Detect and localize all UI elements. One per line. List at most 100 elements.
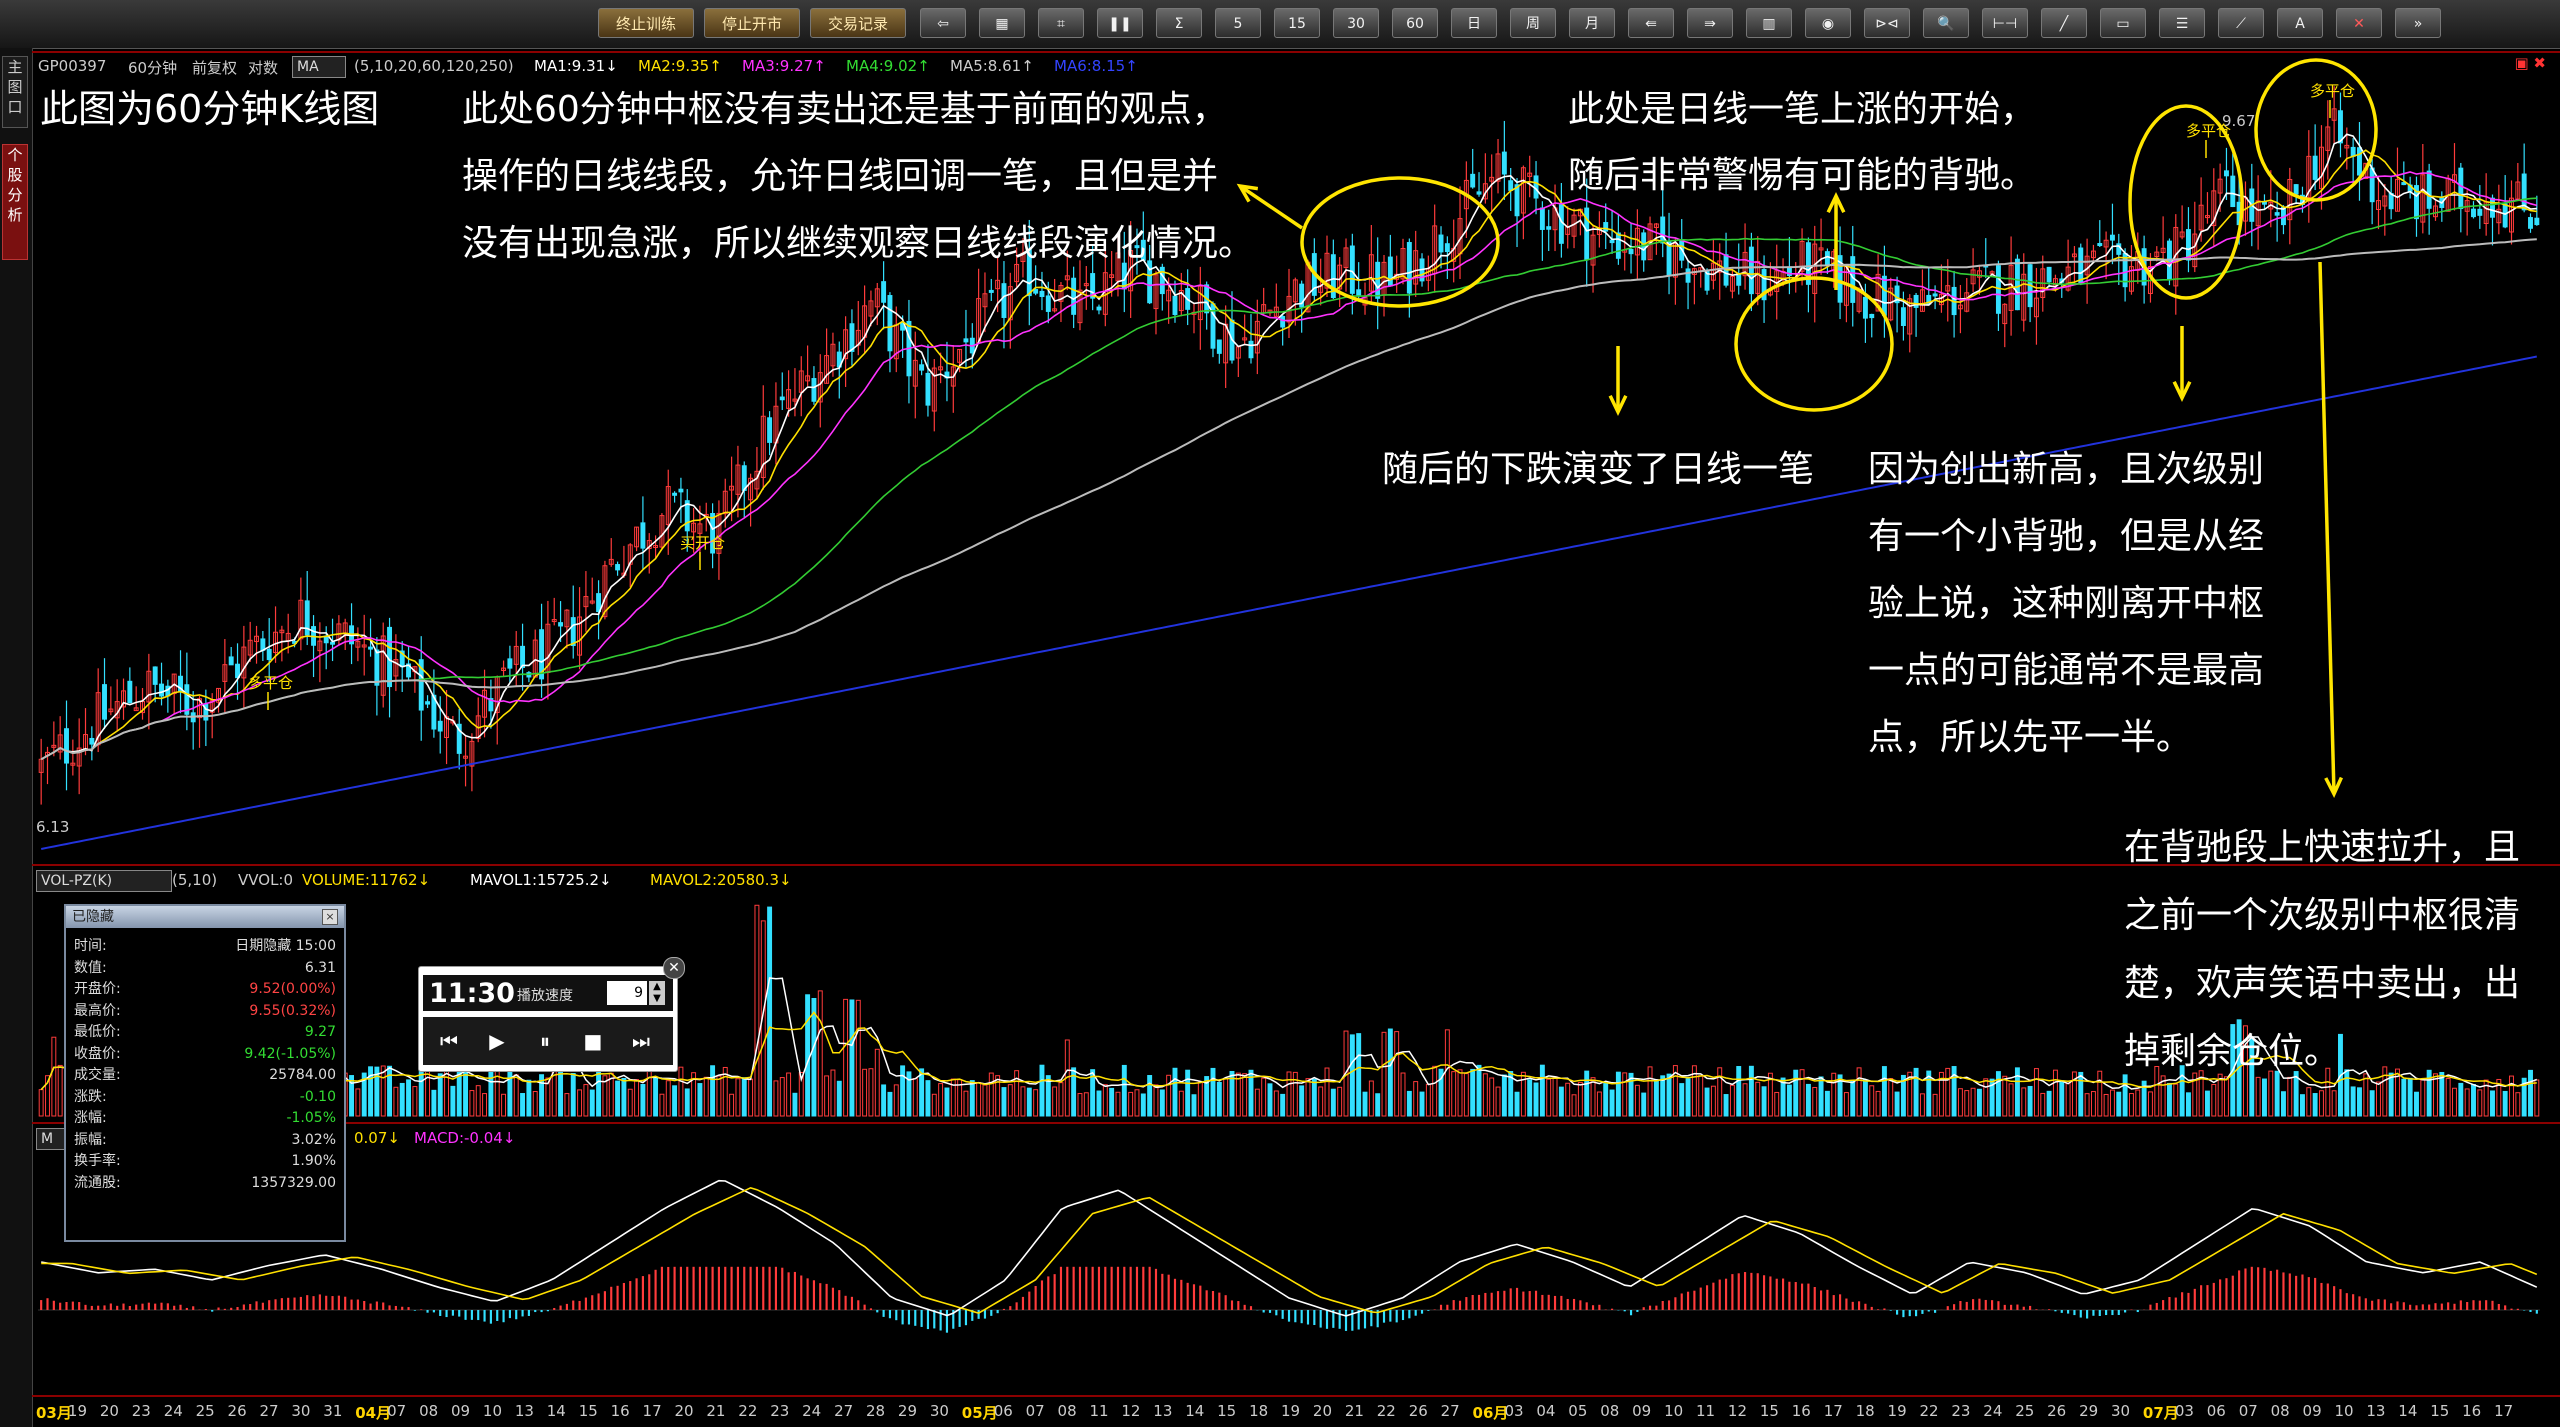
volume-bar (1698, 1075, 1704, 1117)
macd-value-1: 0.07↓ (354, 1129, 400, 1147)
volume-bar (2502, 1090, 2508, 1117)
candle-body (1064, 275, 1070, 281)
candle-body (1729, 275, 1735, 292)
candle-body (729, 485, 735, 491)
data-window-value: 9.55(0.32%) (249, 1002, 336, 1019)
pause-icon[interactable]: ⏸ (540, 1029, 550, 1053)
volume-bar (1216, 1081, 1222, 1117)
candle-body (1083, 283, 1089, 287)
indicator-select[interactable]: MA (292, 56, 346, 78)
bar-style-icon[interactable]: ▥ (1746, 8, 1792, 38)
volume-bar (1812, 1086, 1818, 1117)
macd-indicator-select[interactable]: M (36, 1128, 66, 1150)
skip-forward-icon[interactable]: ⏭ (632, 1029, 650, 1053)
candle-body (1368, 254, 1374, 292)
data-window-key: 开盘价: (74, 981, 121, 997)
volume-bar (2160, 1075, 2166, 1117)
volume-bar (1565, 1082, 1571, 1117)
candle-body (1508, 180, 1514, 191)
data-window-close-icon[interactable]: × (322, 909, 338, 925)
volume-bar (1729, 1084, 1735, 1117)
volume-bar (2078, 1071, 2084, 1117)
volume-bar (1026, 1087, 1032, 1117)
candle-body (995, 279, 1001, 290)
candle-body (2388, 192, 2394, 210)
candle-body (1444, 243, 1450, 253)
more-icon[interactable]: » (2395, 8, 2441, 38)
line-tool-icon[interactable]: ╱ (2041, 8, 2087, 38)
volume-bar (1571, 1094, 1577, 1117)
candle-body (2452, 174, 2457, 183)
volume-bar (1140, 1093, 1146, 1117)
eye-icon[interactable]: ◉ (1805, 8, 1851, 38)
play-icon[interactable]: ▶ (489, 1029, 505, 1053)
volume-bar (1109, 1087, 1115, 1117)
data-window[interactable]: 已隐藏 × 时间: 日期隐藏 15:00 数值: 6.31 开盘价: 9.52(0.00%… (64, 904, 346, 1242)
ma-value-5: MA5:8.61↑ (950, 57, 1034, 75)
player-close-icon[interactable]: ✕ (663, 957, 685, 979)
right-shift-icon[interactable]: ⇛ (1687, 8, 1733, 38)
volume-bar (1153, 1084, 1159, 1117)
speed-input[interactable]: 9 (607, 981, 647, 1005)
stop-icon[interactable]: ■ (583, 1029, 603, 1053)
candle-body (1812, 243, 1818, 294)
text-tool-icon[interactable]: A (2277, 8, 2323, 38)
skip-back-icon[interactable]: ⏮ (440, 1029, 458, 1053)
fit-icon[interactable]: ⊳⊲ (1864, 8, 1910, 38)
toolbar-button-2[interactable]: 交易记录 (810, 8, 906, 38)
volume-bar (1875, 1090, 1881, 1117)
left-shift-icon[interactable]: ⇚ (1628, 8, 1674, 38)
volume-bar (1387, 1028, 1393, 1117)
volume-bar (1071, 1067, 1077, 1117)
candle-body (1014, 263, 1020, 283)
volume-bar (1394, 1031, 1400, 1117)
rect-tool-icon[interactable]: ▭ (2100, 8, 2146, 38)
sidebar-tab-stock-analysis[interactable]: 个股分析 (2, 144, 28, 260)
candle-body (1919, 289, 1925, 312)
macd-dif-line (41, 1179, 2538, 1317)
volume-bar (2109, 1089, 2115, 1117)
volume-bar (868, 1068, 874, 1117)
pair-icon[interactable]: ❚❚ (1097, 8, 1143, 38)
volume-indicator-select[interactable]: VOL-PZ(K) (36, 870, 172, 892)
period-30-icon[interactable]: 30 (1333, 8, 1379, 38)
candle-body (127, 680, 133, 704)
toolbar-button-0[interactable]: 终止训练 (598, 8, 694, 38)
range-icon[interactable]: ⊢⊣ (1982, 8, 2028, 38)
period-60-icon[interactable]: 60 (1392, 8, 1438, 38)
candle-body (697, 523, 703, 534)
volume-bar (1647, 1066, 1653, 1117)
player-clock: 11:30 (429, 978, 515, 1009)
date-axis-month: 05月 (961, 1404, 998, 1422)
delete-icon[interactable]: ✕ (2336, 8, 2382, 38)
data-window-title[interactable]: 已隐藏 × (66, 906, 344, 928)
left-sidebar: 主图口 个股分析 (0, 48, 33, 1427)
note2-line-1: 此处是日线一笔上涨的开始， (1568, 89, 2037, 130)
fan-tool-icon[interactable]: ⟋ (2218, 8, 2264, 38)
list-icon[interactable]: ☰ (2159, 8, 2205, 38)
month-period-icon[interactable]: 月 (1569, 8, 1615, 38)
week-period-icon[interactable]: 周 (1510, 8, 1556, 38)
period-15-icon[interactable]: 15 (1274, 8, 1320, 38)
tick-icon[interactable]: ⌗ (1038, 8, 1084, 38)
candle-body (1153, 274, 1159, 310)
day-period-icon[interactable]: 日 (1451, 8, 1497, 38)
candle-body (2052, 278, 2058, 286)
grid-icon[interactable]: ▦ (979, 8, 1025, 38)
candle-body (425, 701, 431, 705)
replay-player[interactable]: 11:30 播放速度 9 ▲ ▼ ⏮ ▶ ⏸ ■ ⏭ ✕ (418, 957, 685, 1072)
toolbar-button-1[interactable]: 停止开市 (704, 8, 800, 38)
volume-bar (1653, 1079, 1659, 1117)
volume-bar (1166, 1074, 1172, 1117)
period-5-icon[interactable]: 5 (1215, 8, 1261, 38)
back-arrow-icon[interactable]: ⇦ (920, 8, 966, 38)
sigma-icon[interactable]: Σ (1156, 8, 1202, 38)
sidebar-tab-main[interactable]: 主图口 (2, 56, 28, 128)
zoom-icon[interactable]: 🔍 (1923, 8, 1969, 38)
volume-bar (2008, 1083, 2014, 1117)
speed-spinner-icon[interactable]: ▲ ▼ (649, 981, 665, 1005)
adjust-label: 前复权 (192, 59, 238, 77)
window-controls[interactable]: ▣ ✖ (2514, 54, 2546, 72)
volume-bar (855, 999, 861, 1117)
